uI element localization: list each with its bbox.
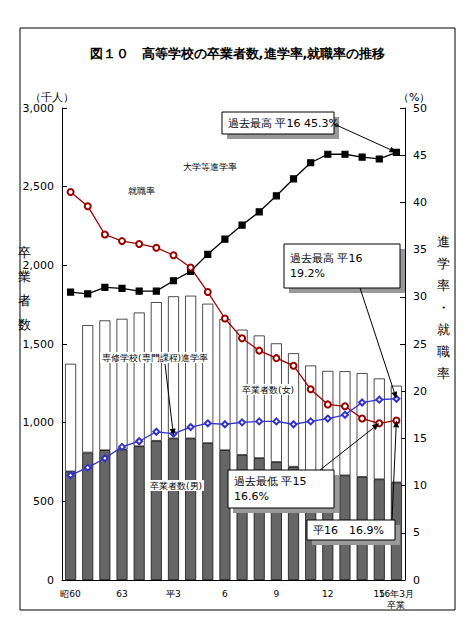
svg-text:進: 進 [437, 234, 450, 249]
svg-text:35: 35 [413, 243, 427, 256]
svg-text:0: 0 [47, 574, 54, 587]
svg-text:（%）: （%） [398, 91, 430, 104]
svg-text:12: 12 [322, 589, 333, 599]
svg-text:1,000: 1,000 [23, 416, 55, 429]
svg-text:40: 40 [413, 196, 427, 209]
svg-text:率: 率 [437, 366, 450, 381]
svg-text:業: 業 [18, 269, 31, 284]
svg-text:500: 500 [33, 495, 54, 508]
svg-text:職: 職 [437, 344, 450, 359]
svg-text:15: 15 [413, 432, 427, 445]
svg-text:30: 30 [413, 290, 427, 303]
svg-text:昭60: 昭60 [60, 589, 81, 599]
svg-text:卒業: 卒業 [387, 600, 405, 610]
svg-text:就職率: 就職率 [128, 186, 155, 196]
svg-text:就: 就 [437, 322, 450, 337]
svg-text:16.6%: 16.6% [234, 490, 269, 503]
svg-text:6: 6 [222, 589, 228, 599]
svg-text:0: 0 [413, 574, 420, 587]
svg-text:50: 50 [413, 101, 427, 115]
svg-text:過去最低 平15: 過去最低 平15 [234, 475, 307, 488]
svg-text:2,500: 2,500 [23, 180, 55, 193]
svg-text:者: 者 [18, 293, 31, 308]
svg-text:率: 率 [437, 278, 450, 293]
svg-text:・: ・ [437, 300, 450, 315]
svg-text:16年3月: 16年3月 [379, 589, 414, 599]
svg-text:63: 63 [116, 589, 127, 599]
svg-text:専修学校(専門課程)進学率: 専修学校(専門課程)進学率 [102, 353, 208, 363]
svg-text:平3: 平3 [166, 589, 181, 599]
svg-text:学: 学 [437, 256, 450, 271]
svg-text:19.2%: 19.2% [290, 267, 325, 280]
svg-text:過去最高 平16 45.3%: 過去最高 平16 45.3% [228, 117, 339, 130]
svg-text:1,500: 1,500 [23, 338, 55, 351]
svg-text:3,000: 3,000 [22, 101, 54, 115]
svg-text:平16 16.9%: 平16 16.9% [313, 524, 384, 537]
svg-text:図１０ 高等学校の卒業者数,進学率,就職率の推移: 図１０ 高等学校の卒業者数,進学率,就職率の推移 [90, 46, 386, 61]
svg-text:9: 9 [274, 589, 280, 599]
svg-text:（千人）: （千人） [30, 91, 74, 104]
svg-text:45: 45 [413, 149, 427, 162]
svg-text:10: 10 [413, 479, 427, 492]
svg-text:過去最高 平16: 過去最高 平16 [290, 252, 363, 265]
svg-text:25: 25 [413, 338, 427, 351]
svg-text:卒業者数(男): 卒業者数(男) [150, 481, 202, 491]
svg-text:大学等進学率: 大学等進学率 [183, 162, 237, 172]
svg-text:卒業者数(女): 卒業者数(女) [242, 385, 294, 395]
svg-text:5: 5 [413, 526, 420, 539]
svg-text:数: 数 [18, 317, 31, 332]
svg-text:20: 20 [413, 385, 427, 398]
svg-text:卒: 卒 [18, 245, 31, 260]
svg-text:2,000: 2,000 [22, 258, 54, 272]
